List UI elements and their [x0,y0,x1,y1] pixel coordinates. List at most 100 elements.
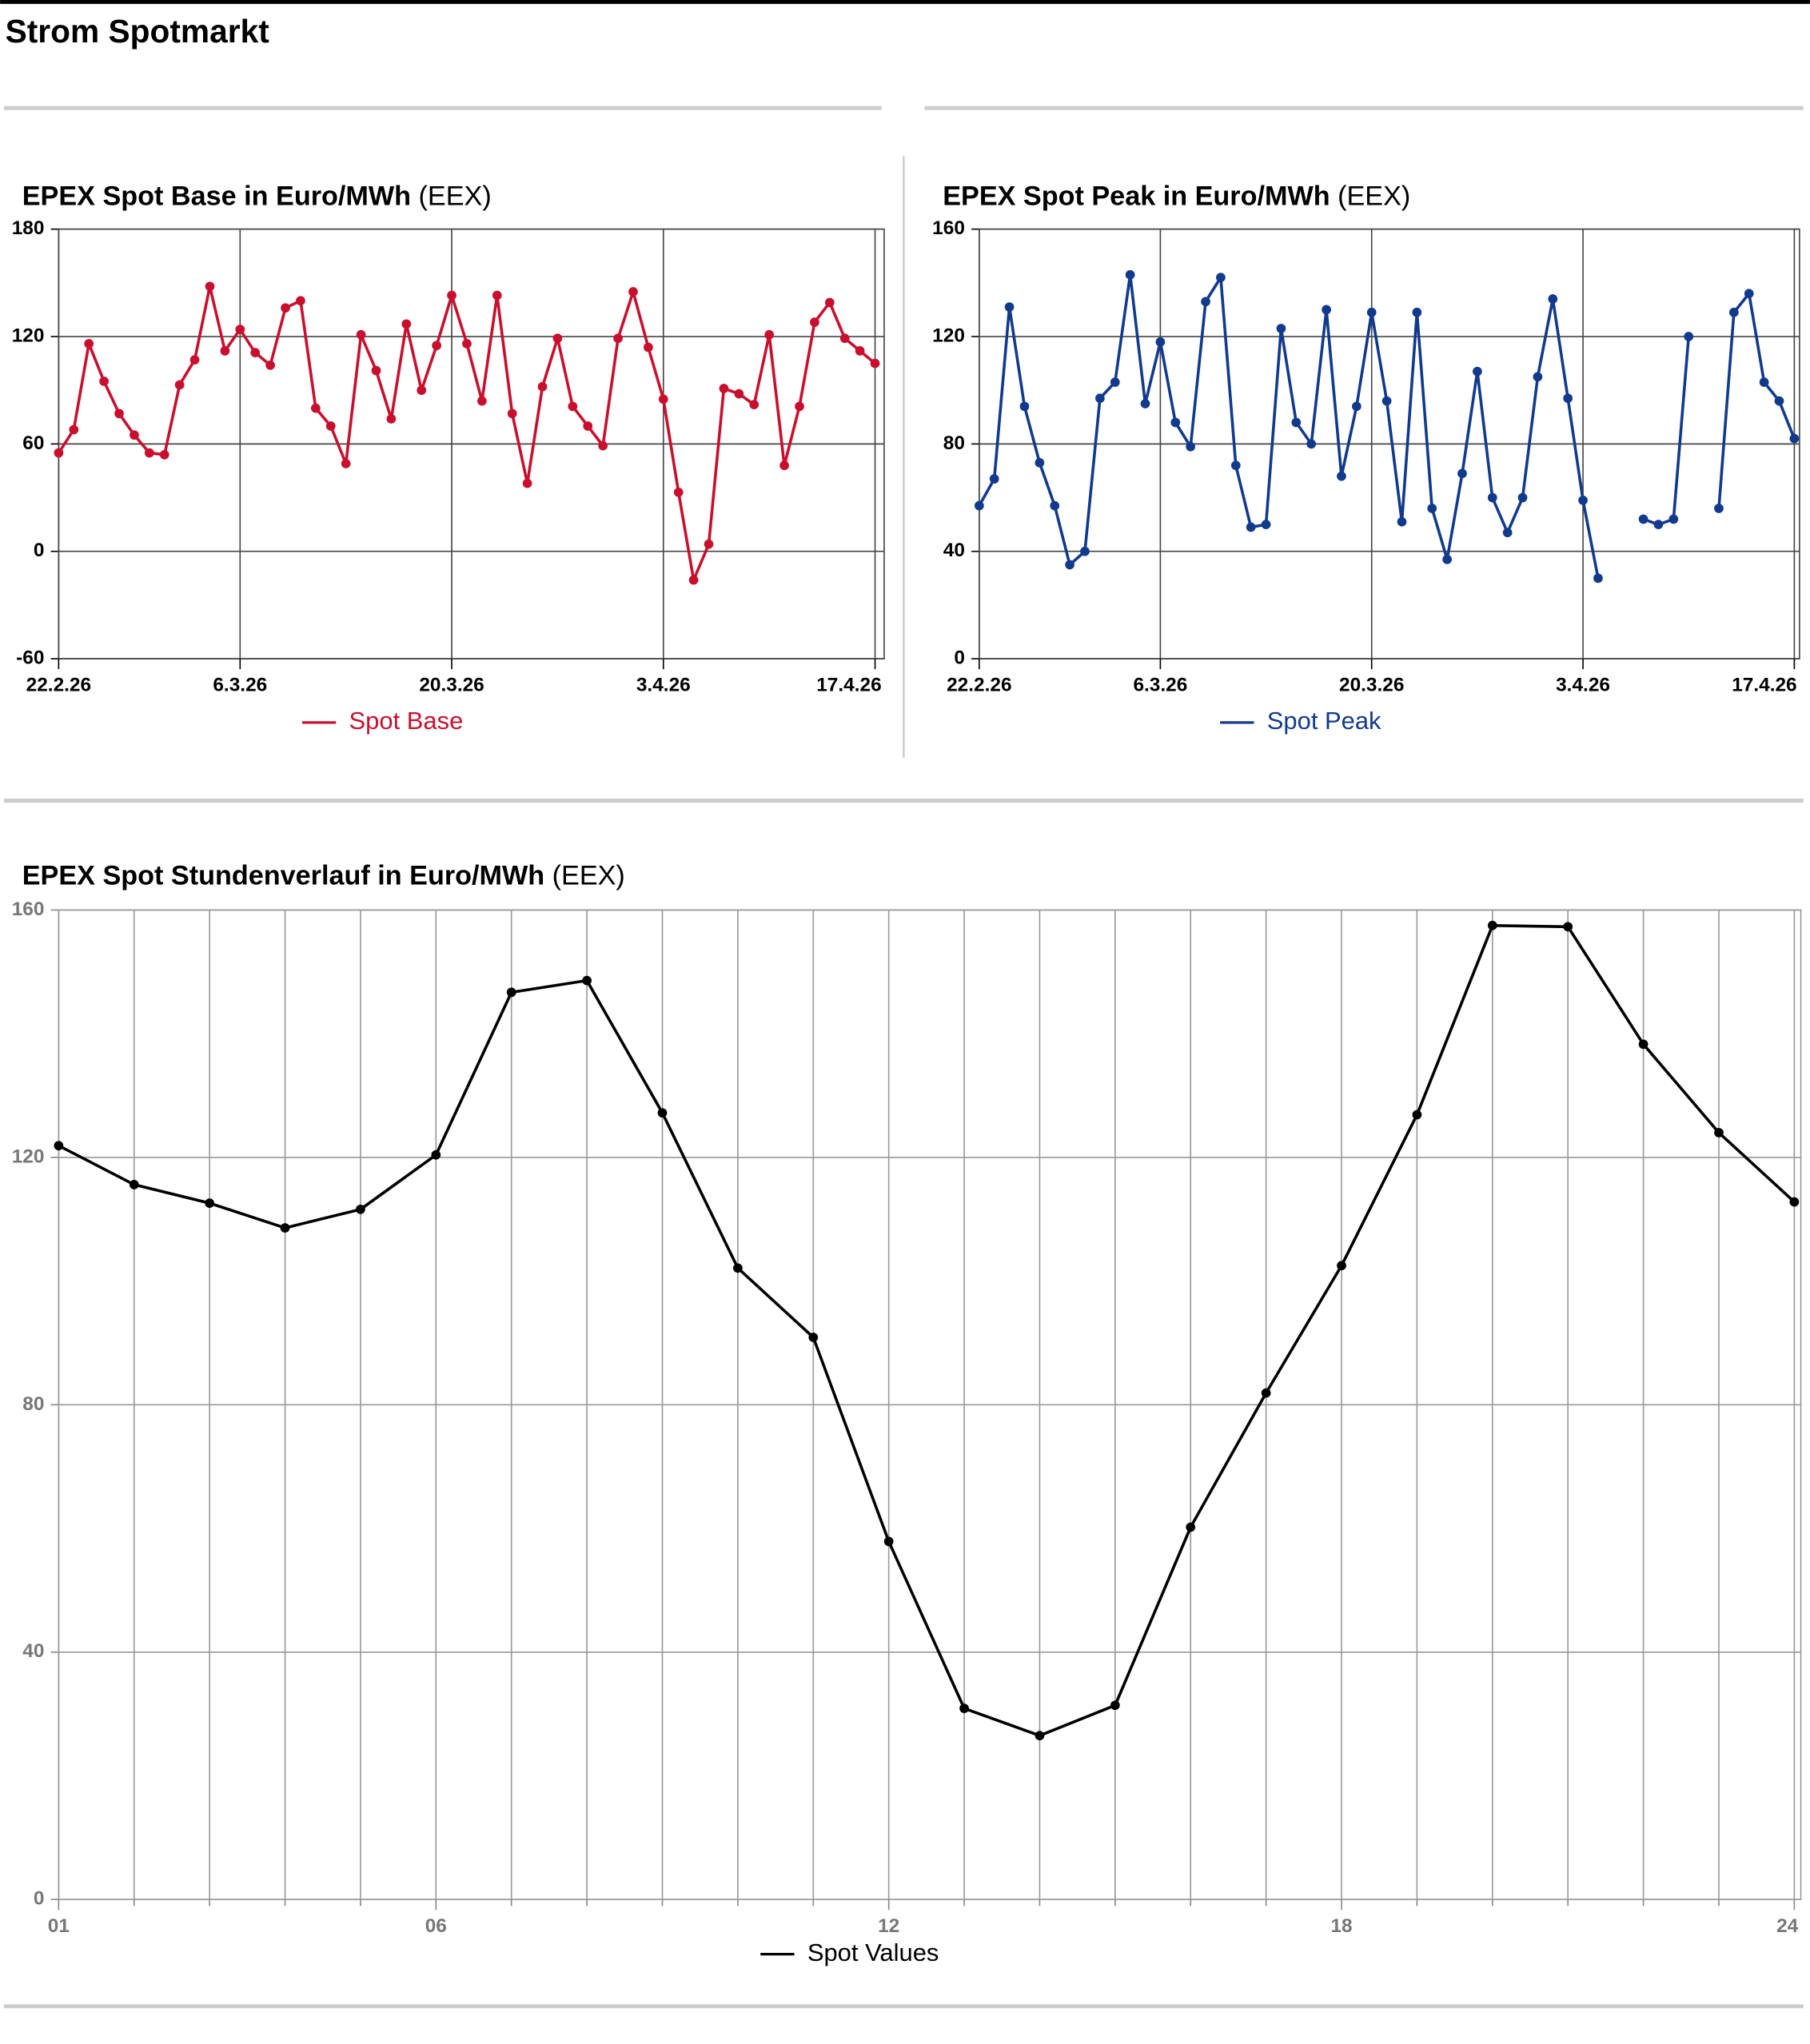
data-point [855,346,865,356]
data-point [959,1703,969,1714]
data-point [99,377,109,386]
data-point [1170,417,1181,428]
data-point [1728,307,1739,317]
data-point [688,575,699,585]
data-point [810,317,819,327]
chart-source: (EEX) [419,181,492,212]
data-point [1261,520,1271,530]
x-tick-label: 6.3.26 [213,675,267,696]
data-point [1457,468,1467,479]
data-point [1563,393,1573,404]
data-point [1019,401,1030,412]
data-point [1487,492,1497,503]
chart-title-main: EPEX Spot Peak in Euro/MWh [943,181,1330,212]
data-point [477,396,487,406]
data-point [1744,289,1754,299]
data-point [1216,273,1226,282]
x-tick-label: 01 [48,1915,70,1937]
data-point [144,448,154,458]
data-point [522,478,532,488]
data-point [1759,377,1769,387]
data-point [1533,372,1543,382]
data-point [704,539,714,549]
data-point [1110,1700,1120,1711]
data-point [1548,294,1558,304]
data-point [356,1205,365,1214]
data-point [1517,492,1528,503]
data-point [1337,471,1346,481]
data-point [1065,560,1074,570]
chart-source: (EEX) [1338,181,1410,212]
data-point [1004,302,1015,312]
data-point [1035,458,1045,468]
data-point [839,333,850,344]
data-point [325,421,336,431]
chart-title: EPEX Spot Stundenverlauf in Euro/MWh (EE… [22,861,625,891]
data-point [537,381,548,392]
data-point [989,474,999,484]
data-point [1201,297,1210,307]
data-point [1366,307,1377,317]
x-tick-label: 20.3.26 [1339,675,1404,696]
y-tick-label: 0 [954,647,965,669]
data-point [1684,332,1694,341]
data-point [114,408,124,419]
data-point [657,1108,668,1118]
x-tick-label: 20.3.26 [419,675,484,696]
data-point [1412,307,1422,317]
legend-label: Spot Base [349,707,464,735]
data-point [492,290,502,301]
data-point [84,339,94,349]
data-point [1306,439,1317,449]
data-point [1110,377,1120,387]
data-point [401,319,412,329]
data-point [644,342,653,353]
data-point [1473,366,1482,377]
data-point [1653,520,1664,530]
page-title: Strom Spotmarkt [6,13,270,50]
data-point [1638,514,1649,524]
data-point [189,355,200,365]
legend-label: Spot Values [807,1938,939,1966]
data-point [281,303,290,313]
series-line [57,285,876,582]
data-point [1186,441,1196,452]
data-point [1246,522,1256,532]
x-tick-label: 12 [878,1915,899,1937]
x-tick-label: 24 [1776,1915,1799,1937]
data-point [1351,401,1361,412]
data-point [371,365,381,376]
y-tick-label: 80 [943,432,965,454]
data-point [824,297,835,308]
x-tick-label: 3.4.26 [1556,675,1610,696]
data-point [129,1180,139,1189]
data-point [205,1198,215,1208]
x-tick-label: 17.4.26 [1732,675,1796,696]
y-tick-label: 120 [12,1146,45,1167]
data-point [779,460,789,471]
data-point [658,394,668,404]
data-point [673,487,684,497]
data-point [974,500,984,511]
data-point [432,341,441,351]
x-tick-label: 17.4.26 [816,675,881,696]
data-point [1487,920,1497,930]
data-point [808,1333,819,1342]
data-point [447,290,456,301]
chart-title-main: EPEX Spot Base in Euro/MWh [22,181,411,212]
data-point [1276,324,1286,333]
data-point [1080,546,1090,556]
top-bar [0,0,1810,4]
data-point [1095,393,1105,404]
data-point [734,388,744,399]
data-point [462,339,472,349]
data-point [356,329,366,340]
data-point [733,1263,743,1273]
data-point [870,358,880,369]
data-point [1412,1110,1422,1120]
data-point [1714,504,1724,513]
data-point [1322,305,1331,315]
data-point [598,440,608,451]
chart-title: EPEX Spot Peak in Euro/MWh (EEX) [943,181,1410,212]
